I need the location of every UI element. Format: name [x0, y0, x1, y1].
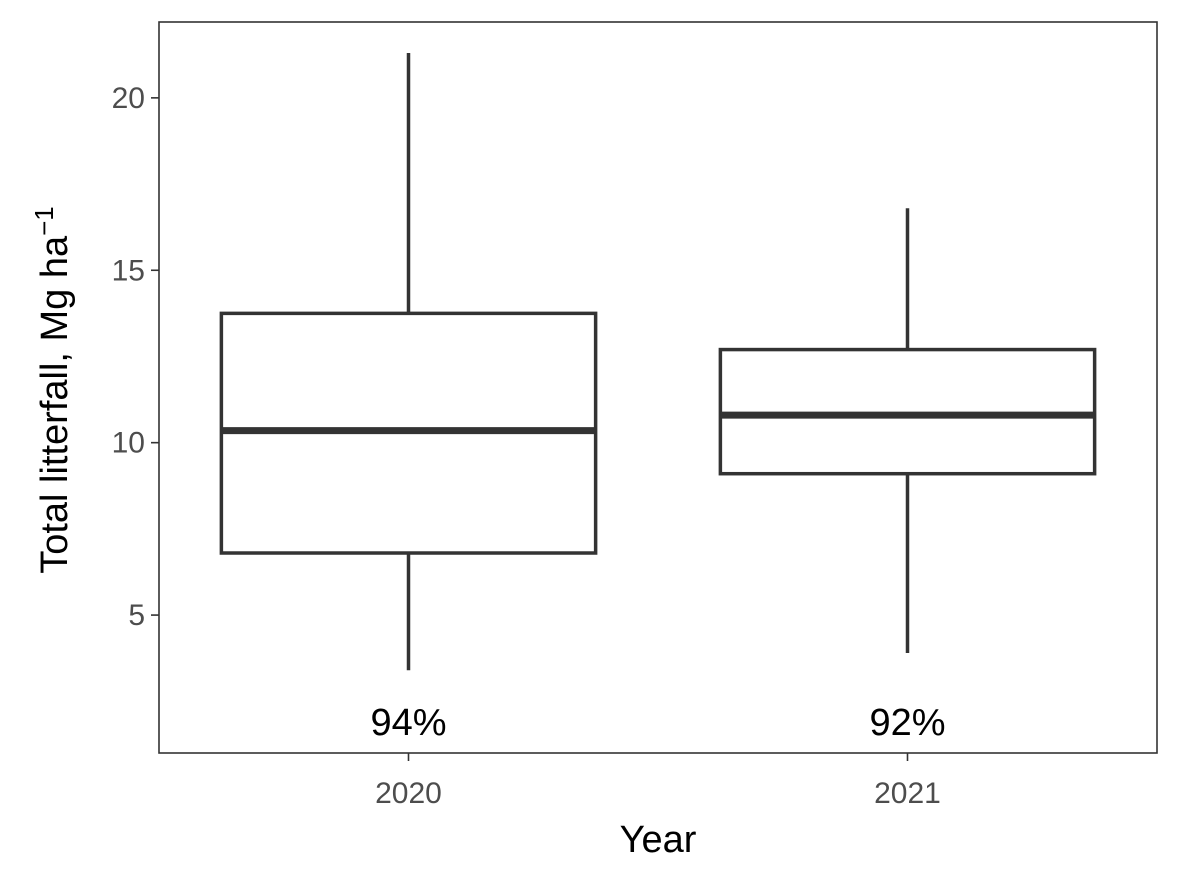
y-tick-label-10: 10 — [112, 427, 145, 460]
x-tick-label-2020: 2020 — [375, 777, 442, 810]
y-axis-title: Total litterfall, Mg ha−1 — [29, 206, 76, 574]
panel-border — [158, 21, 1158, 754]
plot-area: 94% 92% — [219, 53, 1097, 744]
y-tick-label-20: 20 — [112, 82, 145, 115]
annotation-2021: 92% — [869, 702, 945, 744]
annotation-2020: 94% — [370, 702, 446, 744]
y-tick-label-5: 5 — [128, 599, 145, 632]
y-axis-title-main: Total litterfall, Mg ha — [34, 235, 76, 574]
x-tick-label-2021: 2021 — [874, 777, 941, 810]
y-axis: 5 10 15 20 — [112, 82, 159, 632]
x-axis: 2020 2021 — [375, 753, 941, 810]
y-tick-label-15: 15 — [112, 254, 145, 287]
x-axis-title: Year — [620, 819, 697, 861]
y-axis-title-superscript: −1 — [29, 206, 59, 236]
